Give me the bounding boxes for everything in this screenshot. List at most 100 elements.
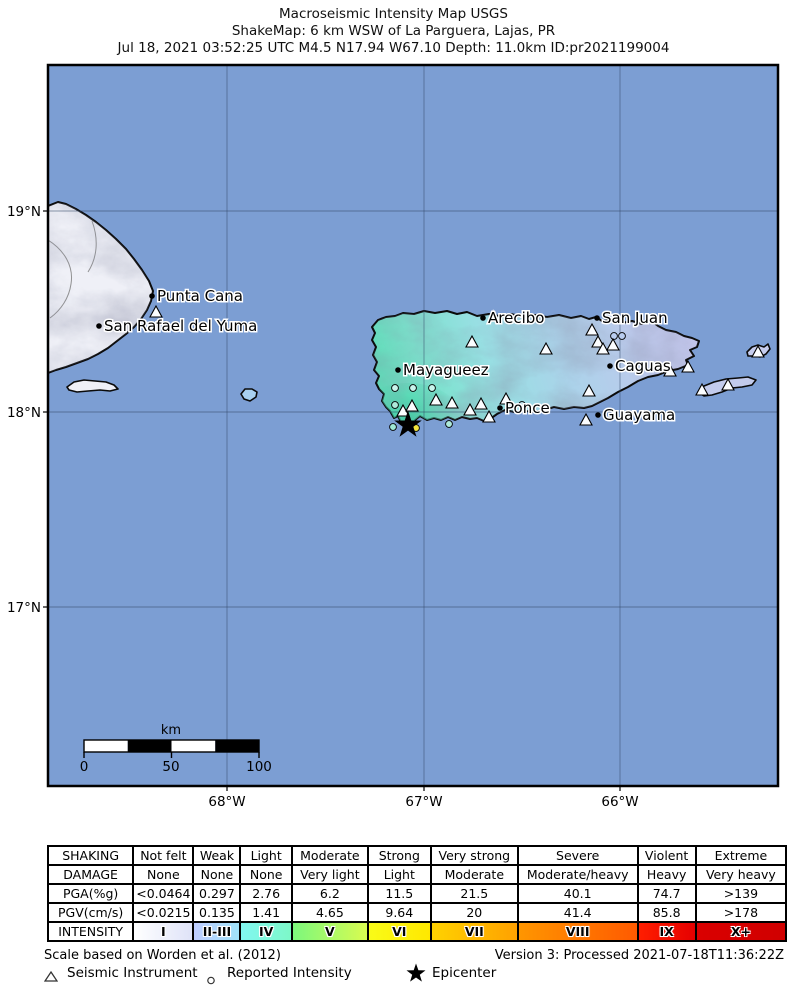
legend-cell: 20 [429,902,519,923]
reported-intensity-marker [618,332,626,340]
map-title: Macroseismic Intensity Map USGS [279,6,508,22]
legend-cell: 41.4 [516,902,639,923]
intensity-cell: IV [239,921,293,942]
epicenter-layer [394,410,422,437]
city-dot [480,315,486,321]
legend-cell: Not felt [132,845,195,866]
lon-label-66w: 66°W [601,794,638,810]
scale-tick-100: 100 [246,759,272,775]
legend-row-pgvcms: PGV(cm/s) <0.0215 0.135 1.41 4.65 9.64 20 41.4 8… [46,902,787,923]
city-label: Caguas [615,357,671,375]
lat-label-17n: 17°N [7,600,41,616]
map-frame [46,63,780,788]
legend-row-label: PGV(cm/s) [46,902,135,923]
reported-intensity-marker [610,332,618,340]
intensity-cell: VI [366,921,432,942]
legend-cell: 74.7 [636,883,697,904]
seismic-station-icon [474,396,488,410]
epicenter-icon [405,963,427,988]
reported-intensity-marker [391,401,399,409]
seismic-station-icon [596,341,610,355]
reported-intensity-icon [206,971,216,990]
seismic-instrument-label: Seismic Instrument [67,965,198,981]
legend-cell: Light [239,845,293,866]
scale-tick-50: 50 [162,759,179,775]
city-labels-layer: Punta Cana San Rafael del Yuma Arecibo San … [96,286,677,426]
shakemap-canvas: Punta Cana San Rafael del Yuma Arecibo San … [7,63,780,810]
legend-cell: None [239,864,293,885]
city-label: Arecibo [488,309,544,327]
legend-cell: Heavy [636,864,697,885]
reported-intensity-marker [428,384,436,392]
legend-row-shaking: SHAKING Not felt Weak Light Moderate Strong Ve… [46,845,787,866]
seismic-station-icon [579,412,593,426]
seismic-stations-layer [149,304,765,426]
legend-row-damage: DAMAGE None None None Very light Light Moderat… [46,864,787,885]
reported-intensity-label: Reported Intensity [227,965,352,981]
legend-cell: None [192,864,242,885]
city-label: Ponce [505,399,550,417]
intensity-legend-table: SHAKING Not felt Weak Light Moderate Strong Ve… [46,845,787,942]
legend-cell: >178 [694,902,787,923]
reported-intensity-marker [445,420,453,428]
legend-row-label: PGA(%g) [46,883,135,904]
reported-intensity-marker [389,423,397,431]
axis-ticks [43,210,621,791]
intensity-cell: IX [636,921,697,942]
scale-reference-note: Scale based on Worden et al. (2012) [44,948,281,963]
epicenter-star [394,410,422,437]
seismic-station-icon [429,392,443,406]
legend-cell: 21.5 [429,883,519,904]
reported-intensity-marker [391,384,399,392]
legend-cell: 9.64 [366,902,432,923]
intensity-cell: I [132,921,195,942]
legend-row-pgag: PGA(%g) <0.0464 0.297 2.76 6.2 11.5 21.5 40.1 74… [46,883,787,904]
legend-cell: 85.8 [636,902,697,923]
seismic-station-icon [582,383,596,397]
legend-cell: <0.0464 [132,883,195,904]
legend-cell: Moderate/heavy [516,864,639,885]
seismic-station-icon [663,363,677,377]
reported-intensity-marker [518,401,526,409]
intensity-cell: V [290,921,369,942]
scale-tick-0: 0 [80,759,89,775]
seismic-station-icon [721,377,735,391]
intensity-cell: VII [429,921,519,942]
legend-cell: 0.135 [192,902,242,923]
city-dot [595,412,601,418]
legend-cell: 6.2 [290,883,369,904]
legend-cell: 11.5 [366,883,432,904]
city-dot [594,315,600,321]
seismic-station-icon [606,337,620,351]
epicenter-label: Epicenter [432,965,497,981]
seismic-station-icon [585,322,599,336]
mona-island [240,388,258,402]
event-details: Jul 18, 2021 03:52:25 UTC M4.5 N17.94 W6… [117,40,670,56]
legend-row-label: DAMAGE [46,864,135,885]
legend-cell: Moderate [290,845,369,866]
seismic-station-icon [445,395,459,409]
seismic-station-icon [591,334,605,348]
seismic-instrument-icon [43,968,59,987]
version-processed-note: Version 3: Processed 2021-07-18T11:36:22… [494,948,784,963]
legend-cell: Strong [366,845,432,866]
intensity-cell: VIII [516,921,639,942]
seismic-station-icon [681,359,695,373]
legend-cell: 2.76 [239,883,293,904]
legend-cell: Moderate [429,864,519,885]
city-dot [149,293,155,299]
city-label: Guayama [603,406,675,424]
seismic-station-icon [695,382,709,396]
seismic-station-icon [499,391,513,405]
legend-row-label: SHAKING [46,845,135,866]
legend-cell: 40.1 [516,883,639,904]
graticule [48,65,778,786]
legend-cell: Very heavy [694,864,787,885]
legend-cell: None [132,864,195,885]
seismic-station-icon [463,402,477,416]
legend-cell: 4.65 [290,902,369,923]
legend-cell: 0.297 [192,883,242,904]
reported-intensity-marker [409,384,417,392]
reported-intensity-layer [389,332,626,432]
city-label: San Rafael del Yuma [104,317,257,335]
